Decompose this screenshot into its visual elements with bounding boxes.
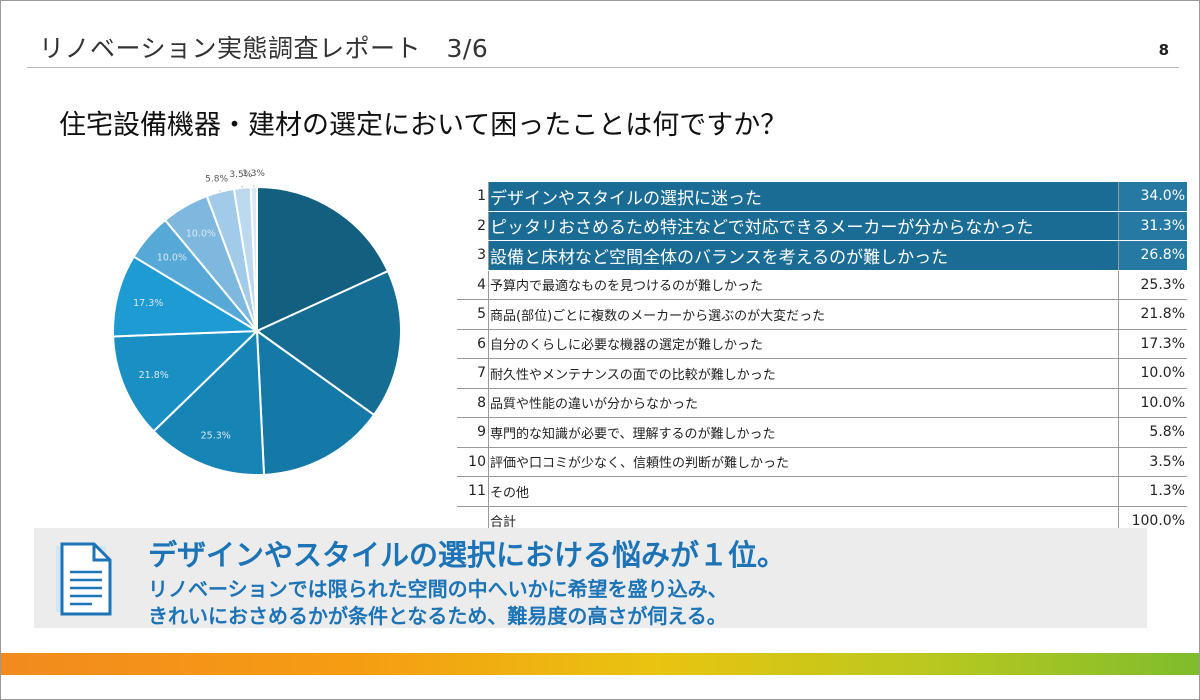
- pie-slice-label: 10.0%: [157, 253, 187, 264]
- page-number: 8: [1158, 41, 1169, 59]
- pie-slice-label: 25.3%: [201, 430, 231, 441]
- document-icon: [56, 542, 114, 620]
- table-row: 6 自分のくらしに必要な機器の選定が難しかった 17.3%: [457, 329, 1187, 359]
- table-row: 8 品質や性能の違いが分からなかった 10.0%: [457, 388, 1187, 418]
- table-row: 3 設備と床材など空間全体のバランスを考えるのが難しかった 26.8%: [457, 240, 1187, 271]
- question-title: 住宅設備機器・建材の選定において困ったことは何ですか？: [59, 110, 788, 141]
- pie-slice-label: 5.8%: [205, 174, 228, 184]
- pie-chart: 25.3% 21.8% 17.3% 10.0% 10.0% 5.8% 3.5%1.3%: [112, 169, 402, 476]
- row-percentage: 21.8%: [1118, 299, 1187, 330]
- table-row: 9 専門的な知識が必要で、理解するのが難しかった 5.8%: [457, 417, 1187, 448]
- row-label: 品質や性能の違いが分からなかった: [488, 388, 1119, 418]
- row-label: 商品(部位)ごとに複数のメーカーから選ぶのが大変だった: [488, 299, 1119, 330]
- pie-slice-label: 3.5%: [229, 170, 252, 180]
- pie-slice-label: 21.8%: [139, 370, 169, 381]
- row-label: デザインやスタイルの選択に迷った: [488, 182, 1119, 212]
- table-row: 4 予算内で最適なものを見つけるのが難しかった 25.3%: [457, 270, 1187, 300]
- row-label: 評価や口コミが少なく、信頼性の判断が難しかった: [488, 447, 1119, 477]
- pie-slice-label: 10.0%: [186, 229, 216, 240]
- row-rank: 8: [457, 388, 489, 418]
- row-percentage: 10.0%: [1118, 388, 1187, 418]
- row-label: 設備と床材など空間全体のバランスを考えるのが難しかった: [488, 240, 1119, 271]
- row-label: 予算内で最適なものを見つけるのが難しかった: [488, 270, 1119, 300]
- pie-slice-label: 17.3%: [133, 298, 163, 309]
- pie-slice: [112, 255, 261, 338]
- pie-slice-label: 1.3%: [242, 169, 265, 179]
- row-percentage: 25.3%: [1118, 270, 1187, 300]
- row-rank: 1: [457, 182, 489, 212]
- row-percentage: 34.0%: [1118, 182, 1187, 212]
- table-row: 5 商品(部位)ごとに複数のメーカーから選ぶのが大変だった 21.8%: [457, 299, 1187, 330]
- row-rank: 7: [457, 358, 489, 389]
- pie-slice: [112, 329, 260, 433]
- summary-box: デザインやスタイルの選択における悩みが１位。 リノベーションでは限られた空間の中…: [34, 528, 1147, 628]
- table-row: 11 その他 1.3%: [457, 476, 1187, 507]
- row-percentage: 17.3%: [1118, 329, 1187, 359]
- summary-line-1: リノベーションでは限られた空間の中へいかに希望を盛り込み、: [148, 577, 728, 601]
- table-row: 1 デザインやスタイルの選択に迷った 34.0%: [457, 182, 1187, 212]
- pie-slice: [255, 328, 376, 476]
- row-label: 専門的な知識が必要で、理解するのが難しかった: [488, 417, 1119, 448]
- row-label: その他: [488, 476, 1119, 507]
- row-percentage: 1.3%: [1118, 476, 1187, 507]
- table-row: 7 耐久性やメンテナンスの面での比較が難しかった 10.0%: [457, 358, 1187, 389]
- row-label: 耐久性やメンテナンスの面での比較が難しかった: [488, 358, 1119, 389]
- report-title: リノベーション実態調査レポート 3/6: [39, 34, 489, 63]
- row-rank: 10: [457, 447, 489, 477]
- table-row: 10 評価や口コミが少なく、信頼性の判断が難しかった 3.5%: [457, 447, 1187, 477]
- row-percentage: 3.5%: [1118, 447, 1187, 477]
- row-rank: 2: [457, 211, 489, 241]
- pie-slice: [152, 328, 266, 476]
- row-label: 自分のくらしに必要な機器の選定が難しかった: [488, 329, 1119, 359]
- footer-gradient-bar: [1, 653, 1199, 675]
- summary-line-2: きれいにおさめるかが条件となるため、難易度の高さが伺える。: [148, 604, 727, 628]
- results-table: 1 デザインやスタイルの選択に迷った 34.0% 2 ピッタリおさめるため特注などで対応…: [457, 182, 1187, 535]
- row-rank: 5: [457, 299, 489, 330]
- row-label: ピッタリおさめるため特注などで対応できるメーカーが分からなかった: [488, 211, 1119, 241]
- row-percentage: 31.3%: [1118, 211, 1187, 241]
- row-rank: 11: [457, 476, 489, 507]
- row-rank: 6: [457, 329, 489, 359]
- pie-leader-line: [219, 189, 221, 192]
- row-percentage: 10.0%: [1118, 358, 1187, 389]
- row-percentage: 26.8%: [1118, 240, 1187, 271]
- row-rank: 9: [457, 417, 489, 448]
- pie-slice: [255, 269, 402, 417]
- pie-slice: [256, 185, 390, 333]
- row-percentage: 5.8%: [1118, 417, 1187, 448]
- summary-headline: デザインやスタイルの選択における悩みが１位。: [148, 538, 787, 572]
- header-divider: [27, 67, 1179, 68]
- table-row: 2 ピッタリおさめるため特注などで対応できるメーカーが分からなかった 31.3%: [457, 211, 1187, 241]
- row-rank: 3: [457, 240, 489, 271]
- row-rank: 4: [457, 270, 489, 300]
